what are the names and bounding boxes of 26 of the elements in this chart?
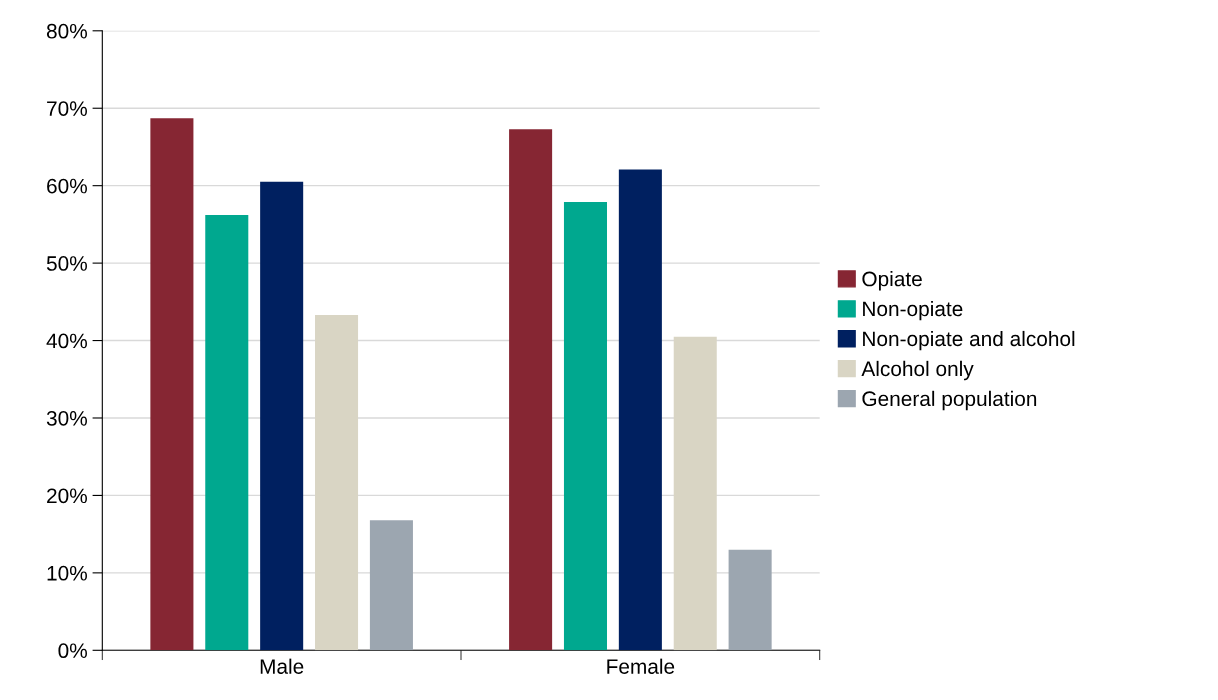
bar	[728, 549, 772, 651]
y-tick-label: 10%	[47, 565, 87, 581]
y-tick-label: 0%	[58, 643, 87, 659]
y-tick-label: 50%	[46, 256, 87, 271]
legend-label: Alcohol only	[861, 360, 974, 381]
bar	[509, 129, 553, 651]
legend-label: Non-opiate	[863, 300, 963, 321]
y-tick-label: 60%	[47, 178, 87, 194]
bar	[260, 181, 304, 651]
bar	[673, 336, 717, 651]
x-tick-label: Male	[260, 658, 304, 674]
y-tick-label: 20%	[47, 488, 87, 504]
bar	[150, 118, 194, 651]
y-tick-label: 40%	[46, 333, 87, 349]
y-tick-label: 30%	[46, 410, 87, 426]
bar	[618, 169, 662, 651]
legend-label: Non-opiate and alcohol	[863, 330, 1075, 351]
bar	[369, 520, 413, 651]
bar	[315, 315, 359, 651]
y-tick-label: 80%	[46, 23, 87, 39]
bar	[205, 215, 249, 651]
legend-label: Opiate	[862, 271, 922, 291]
legend-label: General population	[862, 390, 1037, 411]
bar	[563, 201, 607, 651]
y-tick-label: 70%	[47, 101, 87, 116]
x-tick-label: Female	[607, 658, 675, 674]
